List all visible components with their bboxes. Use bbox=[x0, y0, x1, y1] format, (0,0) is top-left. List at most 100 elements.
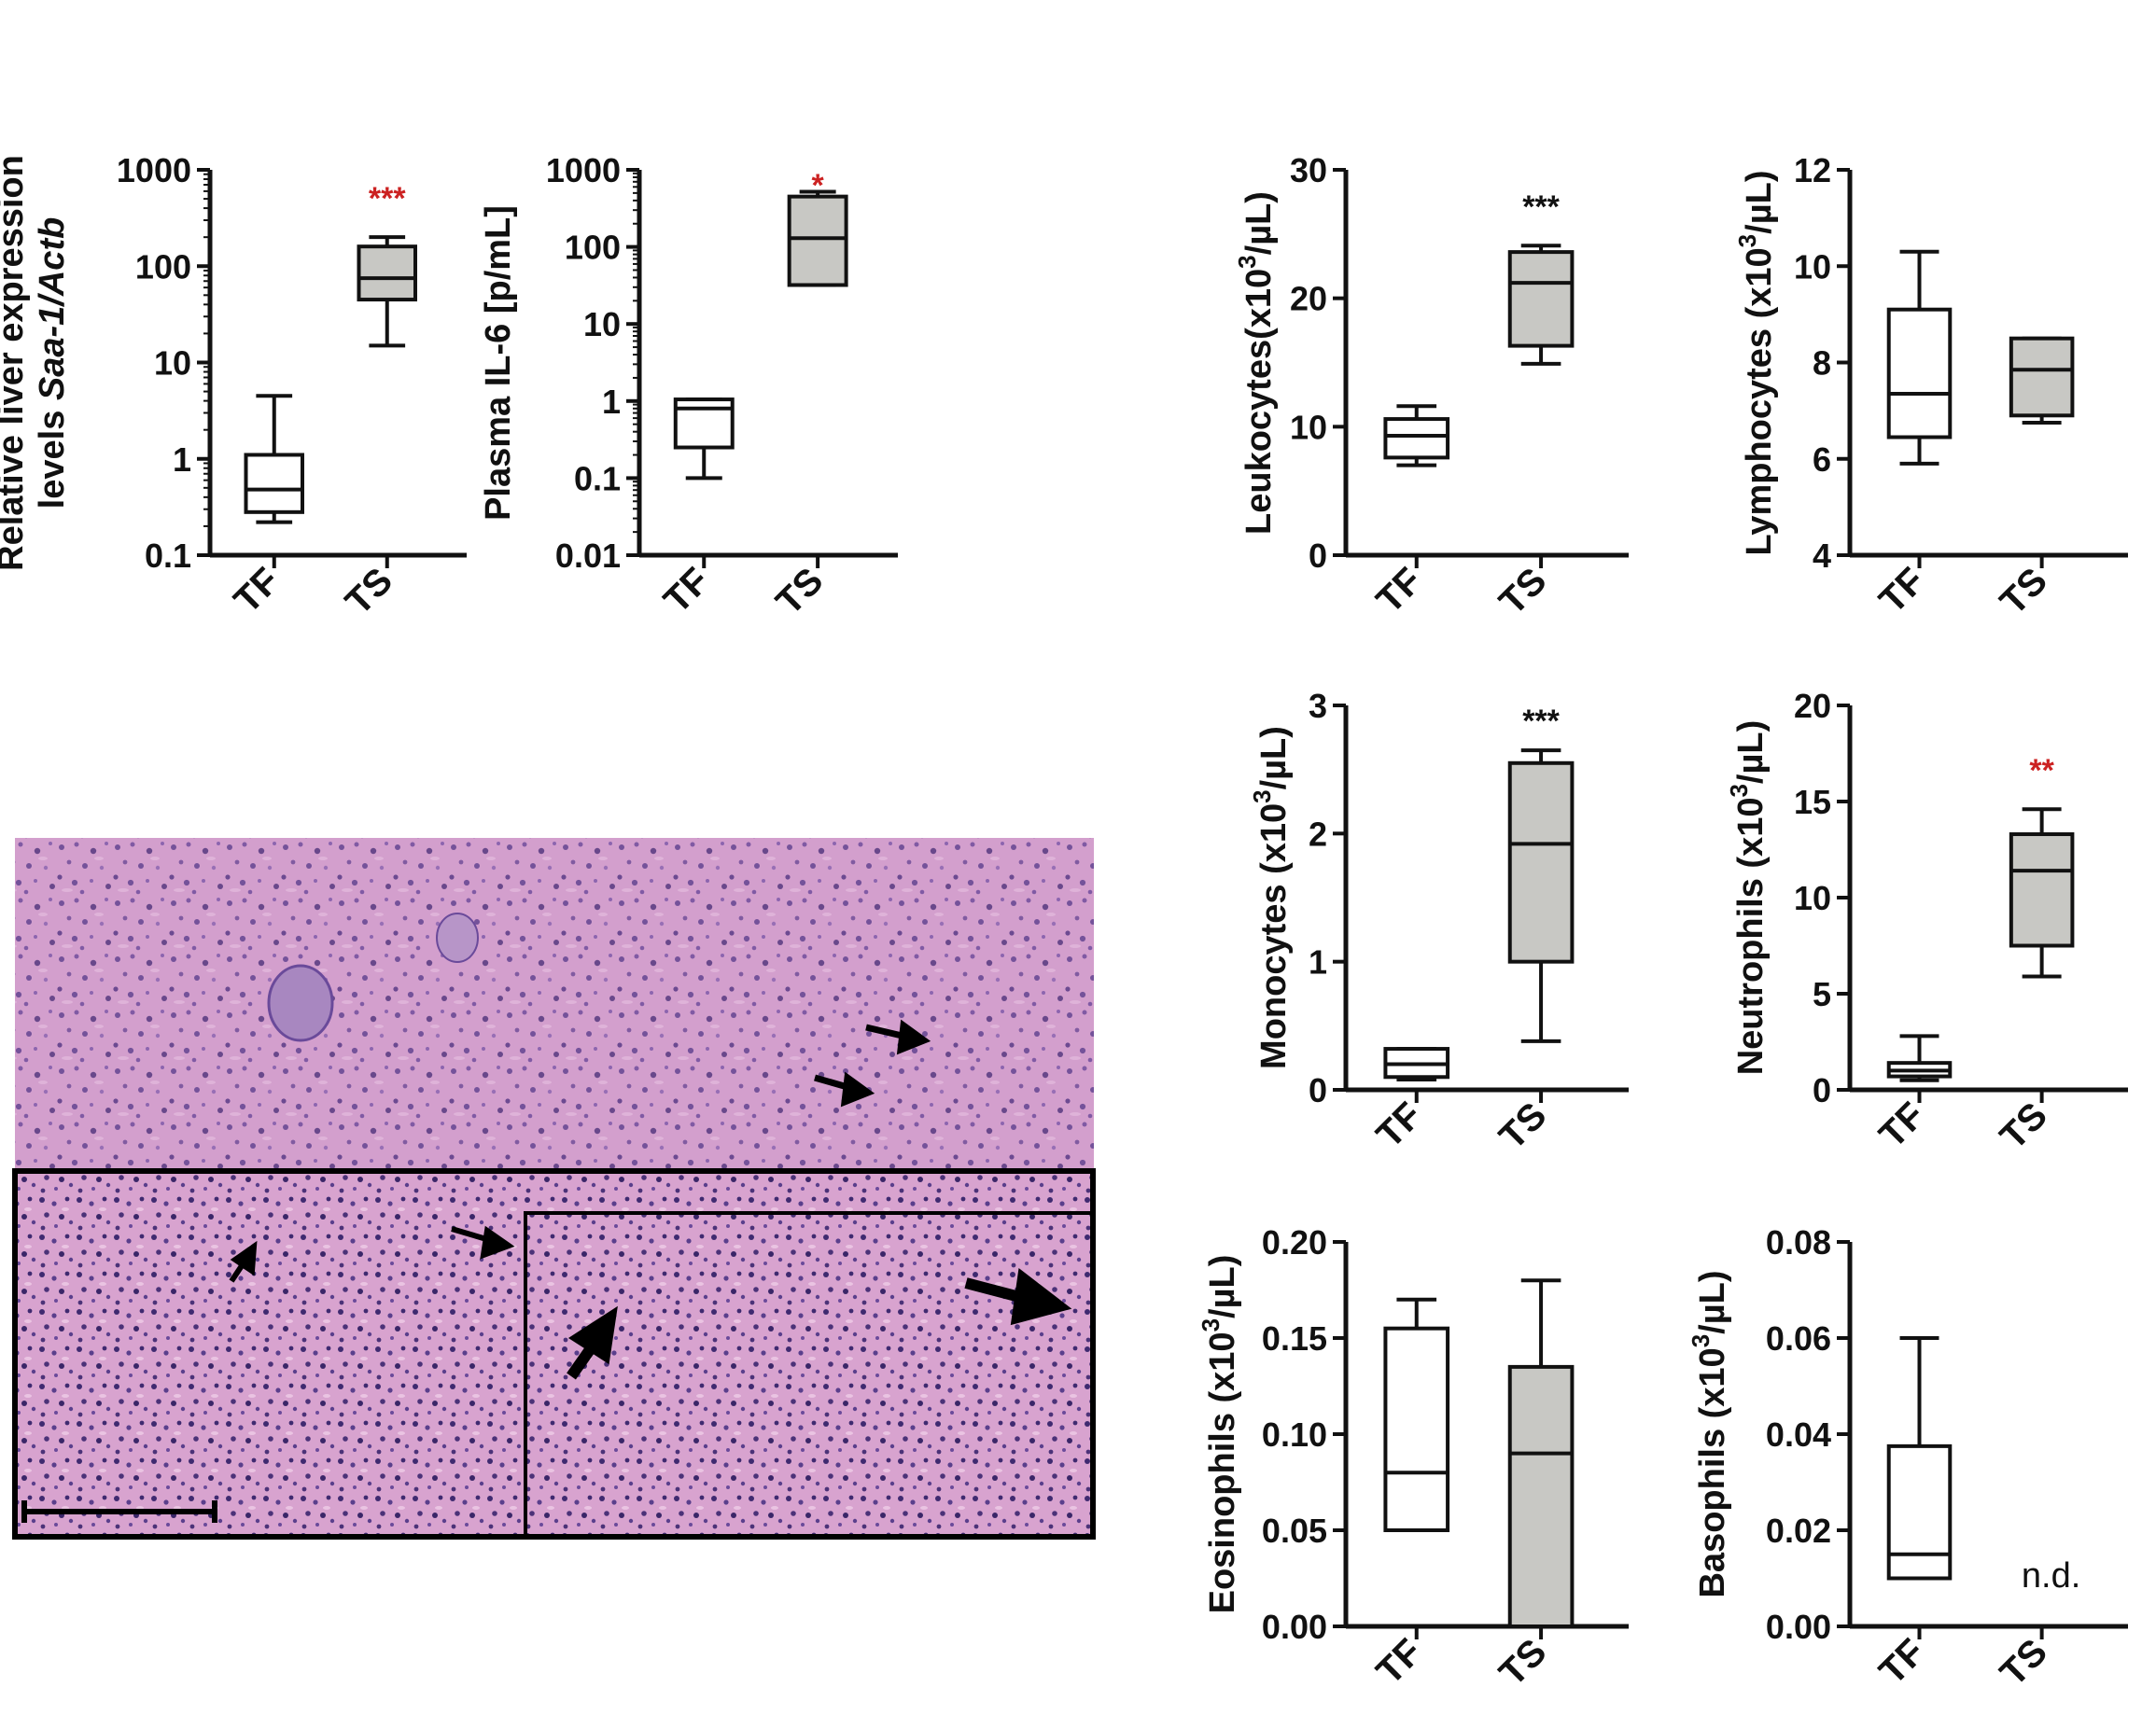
y-axis-label-superscript: 3 bbox=[1687, 1334, 1715, 1347]
arrow-icon bbox=[964, 1267, 1072, 1326]
y-axis-label: Monocytes (x103/µL) bbox=[1248, 726, 1294, 1069]
y-tick-label: 6 bbox=[1813, 440, 1831, 479]
x-tick-label: TF bbox=[1368, 1631, 1430, 1693]
y-axis-label-part: /µL) bbox=[1731, 720, 1771, 784]
box-iqr bbox=[2009, 336, 2075, 418]
scale-bar bbox=[21, 1500, 217, 1523]
y-tick-label: 8 bbox=[1813, 344, 1831, 383]
y-tick-label: 12 bbox=[1794, 151, 1831, 189]
y-axis-label-part: Lymphocytes (x10 bbox=[1740, 247, 1779, 555]
arrow-icon bbox=[229, 1240, 258, 1283]
chart-panel: 0.1 1 10 100 1000 TF TS Relative liver expressi… bbox=[0, 151, 467, 623]
y-tick-label: 0.1 bbox=[574, 459, 621, 497]
x-tick-label: TS bbox=[1491, 1095, 1554, 1157]
arrow-icon bbox=[814, 1071, 875, 1108]
chart-panel: 0.00 0.05 0.10 0.15 0.20 TF TS Eosinophils (x10… bbox=[1197, 1223, 1629, 1694]
tissue-upper-section bbox=[15, 838, 1094, 1171]
tissue-overlay-shade bbox=[15, 838, 1094, 1171]
giant-cell bbox=[267, 964, 334, 1042]
y-tick-label: 0.00 bbox=[1766, 1608, 1831, 1646]
arrow-icon bbox=[451, 1225, 515, 1260]
y-axis-label-superscript: 3 bbox=[1248, 789, 1276, 802]
y-tick-label: 100 bbox=[135, 247, 191, 286]
y-axis-label-italic: Saa-1/Actb bbox=[33, 217, 72, 400]
x-tick-label: TS bbox=[768, 560, 831, 622]
x-tick-label: TF bbox=[1871, 1631, 1933, 1693]
y-axis-label: Eosinophils (x103/µL) bbox=[1197, 1255, 1242, 1614]
x-tick-label: TS bbox=[1993, 1631, 2055, 1694]
inset-panel bbox=[524, 1211, 1094, 1538]
y-axis-label-part: /µL) bbox=[1254, 726, 1294, 789]
y-axis-label-part: Eosinophils (x10 bbox=[1203, 1332, 1242, 1613]
y-axis-label: Relative liver expressionlevels Saa-1/Ac… bbox=[0, 155, 72, 571]
box-iqr bbox=[1383, 1326, 1450, 1532]
y-tick-label: 0 bbox=[1309, 1071, 1327, 1109]
y-tick-label: 10 bbox=[1794, 879, 1831, 917]
box-iqr bbox=[1886, 1443, 1953, 1581]
y-axis-label-part: /µL) bbox=[1693, 1270, 1732, 1333]
y-axis-label-part: Neutrophils (x10 bbox=[1731, 798, 1771, 1076]
x-tick-label: TS bbox=[1491, 560, 1554, 622]
y-axis-label-part: Leukocytes(x10 bbox=[1239, 269, 1279, 535]
y-tick-label: 1 bbox=[173, 440, 191, 479]
box-iqr bbox=[244, 453, 304, 514]
y-tick-label: 10 bbox=[1794, 247, 1831, 286]
box-iqr bbox=[2009, 832, 2075, 948]
arrow-icon bbox=[865, 1019, 931, 1055]
y-tick-label: 0.02 bbox=[1766, 1512, 1831, 1550]
x-tick-label: TF bbox=[226, 560, 287, 621]
y-axis-label: Leukocytes(x103/µL) bbox=[1233, 191, 1279, 535]
y-axis-label-part: /µL) bbox=[1740, 171, 1779, 234]
y-tick-label: 10 bbox=[154, 344, 191, 383]
lower-frame bbox=[12, 1168, 1096, 1540]
y-tick-label: 0.10 bbox=[1262, 1415, 1327, 1454]
box-iqr bbox=[787, 194, 848, 287]
box-iqr bbox=[1507, 250, 1575, 348]
y-tick-label: 0 bbox=[1309, 537, 1327, 575]
box-iqr bbox=[1507, 760, 1575, 964]
y-tick-label: 0.01 bbox=[555, 537, 621, 575]
y-tick-label: 30 bbox=[1290, 151, 1327, 189]
y-axis-label-superscript: 3 bbox=[1233, 255, 1261, 268]
x-tick-label: TF bbox=[1368, 1095, 1430, 1156]
y-tick-label: 0.00 bbox=[1262, 1608, 1327, 1646]
y-tick-label: 0.20 bbox=[1262, 1223, 1327, 1262]
y-tick-label: 0.05 bbox=[1262, 1512, 1327, 1550]
x-tick-label: TF bbox=[1871, 560, 1933, 621]
y-tick-label: 20 bbox=[1794, 687, 1831, 725]
significance-stars: * bbox=[812, 168, 825, 203]
y-tick-label: 0.04 bbox=[1766, 1415, 1831, 1454]
significance-stars: *** bbox=[1522, 189, 1560, 225]
not-detected-note: n.d. bbox=[2022, 1556, 2080, 1596]
y-axis-label: Neutrophils (x103/µL) bbox=[1725, 720, 1771, 1076]
y-tick-label: 4 bbox=[1813, 537, 1831, 575]
y-tick-label: 0.1 bbox=[145, 537, 191, 575]
y-tick-label: 0.08 bbox=[1766, 1223, 1831, 1262]
y-tick-label: 0.06 bbox=[1766, 1319, 1831, 1358]
x-tick-label: TS bbox=[1993, 560, 2055, 622]
y-axis-label-superscript: 3 bbox=[1197, 1318, 1225, 1332]
y-axis-label-superscript: 3 bbox=[1733, 234, 1761, 247]
y-tick-label: 20 bbox=[1290, 280, 1327, 318]
y-tick-label: 3 bbox=[1309, 687, 1327, 725]
chart-panel: 0.01 0.1 1 10 100 1000 TF TS Plasma IL-6 [p/mL] * bbox=[479, 151, 898, 623]
y-axis-label-part: /µL) bbox=[1203, 1255, 1242, 1318]
y-axis-label: Lymphocytes (x103/µL) bbox=[1733, 171, 1779, 556]
x-tick-label: TS bbox=[1491, 1631, 1554, 1694]
y-tick-label: 0 bbox=[1813, 1071, 1831, 1109]
y-tick-label: 1000 bbox=[117, 151, 191, 189]
significance-stars: *** bbox=[369, 181, 406, 216]
y-axis-label: Basophils (x103/µL) bbox=[1687, 1270, 1732, 1597]
y-tick-label: 1000 bbox=[546, 151, 621, 189]
y-tick-label: 2 bbox=[1309, 815, 1327, 853]
y-axis-label-line: Relative liver expression bbox=[0, 155, 31, 571]
y-axis-label-line: levels bbox=[33, 400, 72, 509]
y-tick-label: 100 bbox=[565, 229, 621, 267]
y-tick-label: 10 bbox=[1290, 408, 1327, 446]
y-tick-label: 10 bbox=[583, 305, 621, 343]
significance-stars: *** bbox=[1522, 704, 1560, 739]
x-tick-label: TF bbox=[1871, 1095, 1933, 1156]
box-iqr bbox=[1507, 1364, 1575, 1629]
